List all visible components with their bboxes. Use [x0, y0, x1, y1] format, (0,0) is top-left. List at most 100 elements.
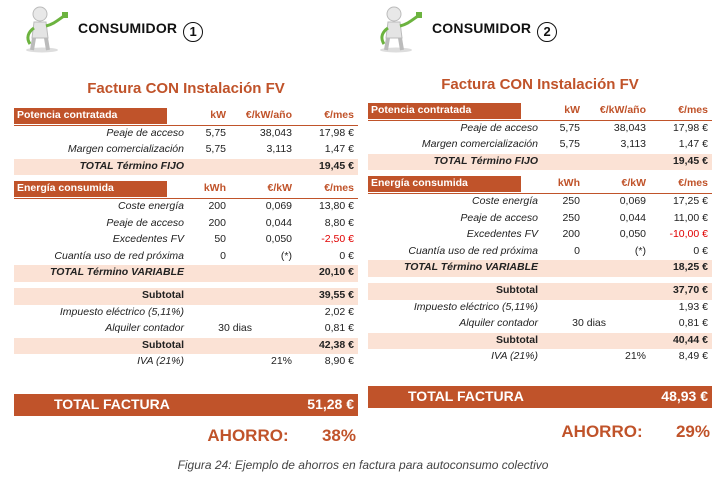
- energia-header-unit: kWh: [203, 182, 226, 195]
- invoice-title: Factura CON Instalación FV: [87, 80, 285, 97]
- subtotal-row: Subtotal 40,44 €: [368, 332, 712, 350]
- consumer-number: 1: [183, 22, 204, 42]
- row-qty: 5,75: [205, 126, 226, 139]
- subtotal-row: Subtotal 42,38 €: [14, 337, 358, 355]
- total-fijo-label: TOTAL Término FIJO: [79, 159, 184, 172]
- total-variable-value: 18,25 €: [672, 261, 708, 274]
- row-qty: 5,75: [205, 143, 226, 156]
- row-amount-negative: -10,00 €: [669, 228, 708, 241]
- ahorro-label: AHORRO:: [207, 426, 289, 445]
- iva-label: IVA (21%): [137, 355, 184, 368]
- invoice-title: Factura CON Instalación FV: [441, 76, 639, 93]
- alquiler-value: 0,81 €: [678, 317, 708, 330]
- total-fijo-value: 19,45 €: [672, 154, 708, 167]
- iva-label: IVA (21%): [491, 350, 538, 363]
- row-amount: 1,47 €: [324, 143, 354, 156]
- energia-header-label: Energía consumida: [14, 181, 167, 198]
- iva-rate: 21%: [624, 350, 646, 363]
- row-qty: 0: [574, 244, 580, 257]
- table-row: Excedentes FV 50 0,050 -2,50 €: [14, 232, 358, 249]
- table-row: Coste energía 250 0,069 17,25 €: [368, 194, 712, 211]
- row-price: 38,043: [259, 126, 292, 139]
- total-variable-value: 20,10 €: [318, 266, 354, 279]
- row-label: Coste energía: [118, 199, 184, 212]
- row-price: 0,069: [265, 199, 292, 212]
- table-row: Cuantía uso de red próxima 0 (*) 0 €: [14, 249, 358, 266]
- row-price: 0,069: [619, 194, 646, 207]
- row-amount: 13,80 €: [318, 199, 354, 212]
- ahorro-value: 38%: [321, 426, 356, 445]
- iva-value: 8,49 €: [678, 350, 708, 363]
- total-variable-label: TOTAL Término VARIABLE: [404, 261, 538, 274]
- subtotal-row: Subtotal 39,55 €: [14, 287, 358, 305]
- subtotal-label: Subtotal: [142, 338, 184, 351]
- row-qty: 250: [562, 211, 580, 224]
- row-qty: 200: [562, 228, 580, 241]
- table-row: Alquiler contador 30 dias 0,81 €: [14, 321, 358, 338]
- potencia-header-month: €/mes: [324, 109, 354, 121]
- total-fijo-row: TOTAL Término FIJO 19,45 €: [14, 158, 358, 176]
- row-amount: 17,98 €: [318, 126, 354, 139]
- total-factura-label: TOTAL FACTURA: [408, 388, 524, 404]
- row-qty: 5,75: [559, 138, 580, 151]
- total-variable-label: TOTAL Término VARIABLE: [50, 266, 184, 279]
- row-price: (*): [634, 244, 646, 257]
- row-amount: 11,00 €: [673, 211, 708, 224]
- potencia-header-label: Potencia contratada: [368, 103, 521, 119]
- total-factura-value: 48,93 €: [661, 388, 708, 404]
- row-label: Margen comercialización: [421, 138, 538, 151]
- potencia-header-row: Potencia contratada kW €/kW/año €/mes: [368, 103, 712, 121]
- table-row: IVA (21%) 21% 8,90 €: [14, 354, 358, 371]
- consumer-header: CONSUMIDOR 2: [368, 0, 712, 56]
- row-price: 0,050: [619, 228, 646, 241]
- invoice-table: Potencia contratada kW €/kW/año €/mes Pe…: [14, 108, 358, 371]
- consumer-panel-2: CONSUMIDOR 2 Factura CON Instalación FV P…: [368, 0, 712, 458]
- table-row: Impuesto eléctrico (5,11%) 2,02 €: [14, 305, 358, 322]
- consumer-number: 2: [537, 22, 558, 42]
- row-price: 0,044: [265, 216, 292, 229]
- iva-rate: 21%: [270, 355, 292, 368]
- subtotal-label: Subtotal: [496, 283, 538, 296]
- alquiler-days: 30 dias: [218, 322, 252, 335]
- table-row: Margen comercialización 5,75 3,113 1,47 …: [368, 137, 712, 154]
- alquiler-label: Alquiler contador: [105, 322, 184, 335]
- energia-header-month: €/mes: [324, 182, 354, 195]
- total-factura-bar: TOTAL FACTURA 48,93 €: [368, 386, 712, 408]
- table-row: Coste energía 200 0,069 13,80 €: [14, 199, 358, 216]
- potencia-header-price: €/kW/año: [599, 104, 646, 116]
- potencia-header-unit: kW: [564, 104, 580, 116]
- ahorro-label: AHORRO:: [561, 422, 643, 441]
- total-fijo-label: TOTAL Término FIJO: [433, 154, 538, 167]
- energia-header-row: Energía consumida kWh €/kW €/mes: [14, 181, 358, 199]
- potencia-header-row: Potencia contratada kW €/kW/año €/mes: [14, 108, 358, 126]
- potencia-header-unit: kW: [210, 109, 226, 121]
- table-row: Cuantía uso de red próxima 0 (*) 0 €: [368, 244, 712, 261]
- subtotal-value: 40,44 €: [672, 333, 708, 346]
- impuesto-label: Impuesto eléctrico (5,11%): [413, 300, 538, 313]
- consumer-name-text: CONSUMIDOR: [432, 20, 532, 36]
- row-amount: 0 €: [693, 244, 708, 257]
- row-amount: 17,25 €: [672, 194, 708, 207]
- energia-header-unit: kWh: [557, 177, 580, 190]
- table-row: IVA (21%) 21% 8,49 €: [368, 349, 712, 366]
- table-row: Alquiler contador 30 dias 0,81 €: [368, 316, 712, 333]
- person-plug-icon: [380, 6, 422, 53]
- row-price: 38,043: [613, 121, 646, 134]
- row-label: Peaje de acceso: [106, 216, 184, 229]
- consumer-name-text: CONSUMIDOR: [78, 20, 178, 36]
- row-label: Margen comercialización: [67, 143, 184, 156]
- impuesto-value: 1,93 €: [678, 300, 708, 313]
- table-row: Peaje de acceso 5,75 38,043 17,98 €: [368, 121, 712, 138]
- row-label: Cuantía uso de red próxima: [54, 249, 184, 262]
- row-qty: 50: [214, 233, 226, 246]
- ahorro-line: AHORRO: 29%: [368, 422, 712, 446]
- energia-header-price: €/kW: [267, 182, 292, 195]
- row-price: 0,050: [265, 233, 292, 246]
- subtotal-row: Subtotal 37,70 €: [368, 282, 712, 300]
- iva-value: 8,90 €: [324, 355, 354, 368]
- table-row: Margen comercialización 5,75 3,113 1,47 …: [14, 142, 358, 159]
- energia-header-row: Energía consumida kWh €/kW €/mes: [368, 176, 712, 194]
- total-factura-bar: TOTAL FACTURA 51,28 €: [14, 394, 358, 416]
- ahorro-line: AHORRO: 38%: [14, 426, 358, 450]
- subtotal-value: 37,70 €: [672, 283, 708, 296]
